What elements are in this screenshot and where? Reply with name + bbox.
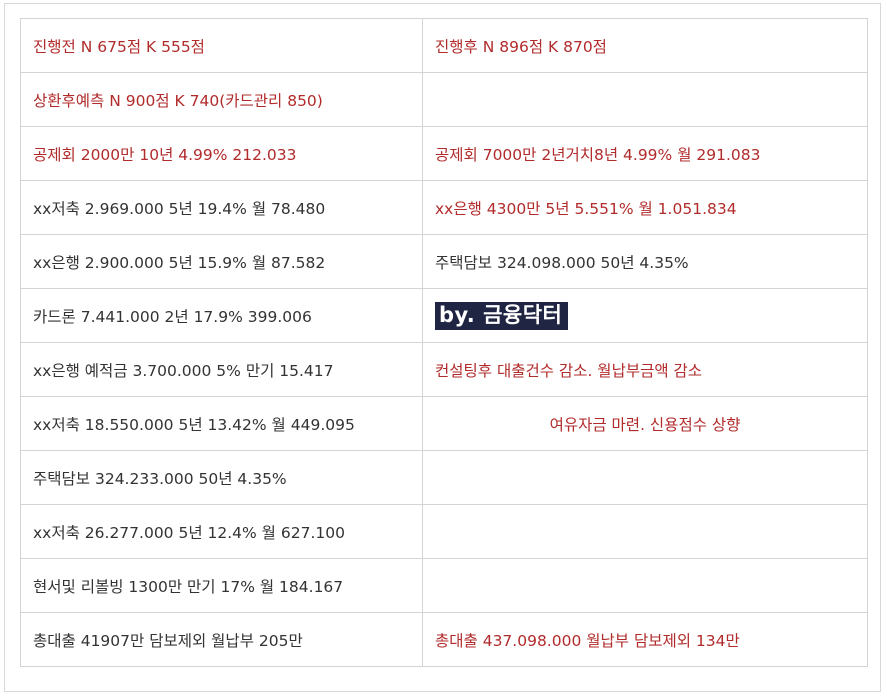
- table-cell: 상환후예측 N 900점 K 740(카드관리 850): [20, 72, 423, 127]
- table-cell: xx저축 26.277.000 5년 12.4% 월 627.100: [20, 504, 423, 559]
- table-row: 주택담보 324.233.000 50년 4.35%: [20, 450, 868, 505]
- table-row: xx은행 2.900.000 5년 15.9% 월 87.582 주택담보 32…: [20, 234, 868, 289]
- table-row: 진행전 N 675점 K 555점 진행후 N 896점 K 870점: [20, 18, 868, 73]
- table-row: 총대출 41907만 담보제외 월납부 205만 총대출 437.098.000…: [20, 612, 868, 667]
- loan-comparison-table: 진행전 N 675점 K 555점 진행후 N 896점 K 870점 상환후예…: [20, 18, 868, 667]
- table-row: xx은행 예적금 3.700.000 5% 만기 15.417 컨설팅후 대출건…: [20, 342, 868, 397]
- table-cell: 주택담보 324.098.000 50년 4.35%: [422, 234, 868, 289]
- table-row: 현서및 리볼빙 1300만 만기 17% 월 184.167: [20, 558, 868, 613]
- watermark-cell: by. 금융닥터: [422, 288, 868, 343]
- watermark-label: by. 금융닥터: [435, 301, 569, 330]
- table-cell: [422, 72, 868, 127]
- table-cell: [422, 558, 868, 613]
- table-cell: xx은행 예적금 3.700.000 5% 만기 15.417: [20, 342, 423, 397]
- table-row: xx저축 26.277.000 5년 12.4% 월 627.100: [20, 504, 868, 559]
- table-row: xx저축 18.550.000 5년 13.42% 월 449.095 여유자금…: [20, 396, 868, 451]
- table-cell: xx저축 18.550.000 5년 13.42% 월 449.095: [20, 396, 423, 451]
- table-cell: [422, 450, 868, 505]
- table-row: 상환후예측 N 900점 K 740(카드관리 850): [20, 72, 868, 127]
- table-cell: 진행전 N 675점 K 555점: [20, 18, 423, 73]
- outer-frame: [4, 3, 881, 692]
- table-cell: 진행후 N 896점 K 870점: [422, 18, 868, 73]
- table-cell: 총대출 437.098.000 월납부 담보제외 134만: [422, 612, 868, 667]
- table-row: xx저축 2.969.000 5년 19.4% 월 78.480 xx은행 43…: [20, 180, 868, 235]
- table-cell: 컨설팅후 대출건수 감소. 월납부금액 감소: [422, 342, 868, 397]
- table-cell: xx저축 2.969.000 5년 19.4% 월 78.480: [20, 180, 423, 235]
- table-row: 공제회 2000만 10년 4.99% 212.033 공제회 7000만 2년…: [20, 126, 868, 181]
- table-row: 카드론 7.441.000 2년 17.9% 399.006 by. 금융닥터: [20, 288, 868, 343]
- table-cell: 카드론 7.441.000 2년 17.9% 399.006: [20, 288, 423, 343]
- table-cell: 공제회 2000만 10년 4.99% 212.033: [20, 126, 423, 181]
- table-cell: 공제회 7000만 2년거치8년 4.99% 월 291.083: [422, 126, 868, 181]
- table-cell: xx은행 2.900.000 5년 15.9% 월 87.582: [20, 234, 423, 289]
- table-cell: 총대출 41907만 담보제외 월납부 205만: [20, 612, 423, 667]
- table-cell: 주택담보 324.233.000 50년 4.35%: [20, 450, 423, 505]
- table-cell: 현서및 리볼빙 1300만 만기 17% 월 184.167: [20, 558, 423, 613]
- table-cell: xx은행 4300만 5년 5.551% 월 1.051.834: [422, 180, 868, 235]
- table-cell: [422, 504, 868, 559]
- table-cell: 여유자금 마련. 신용점수 상향: [422, 396, 868, 451]
